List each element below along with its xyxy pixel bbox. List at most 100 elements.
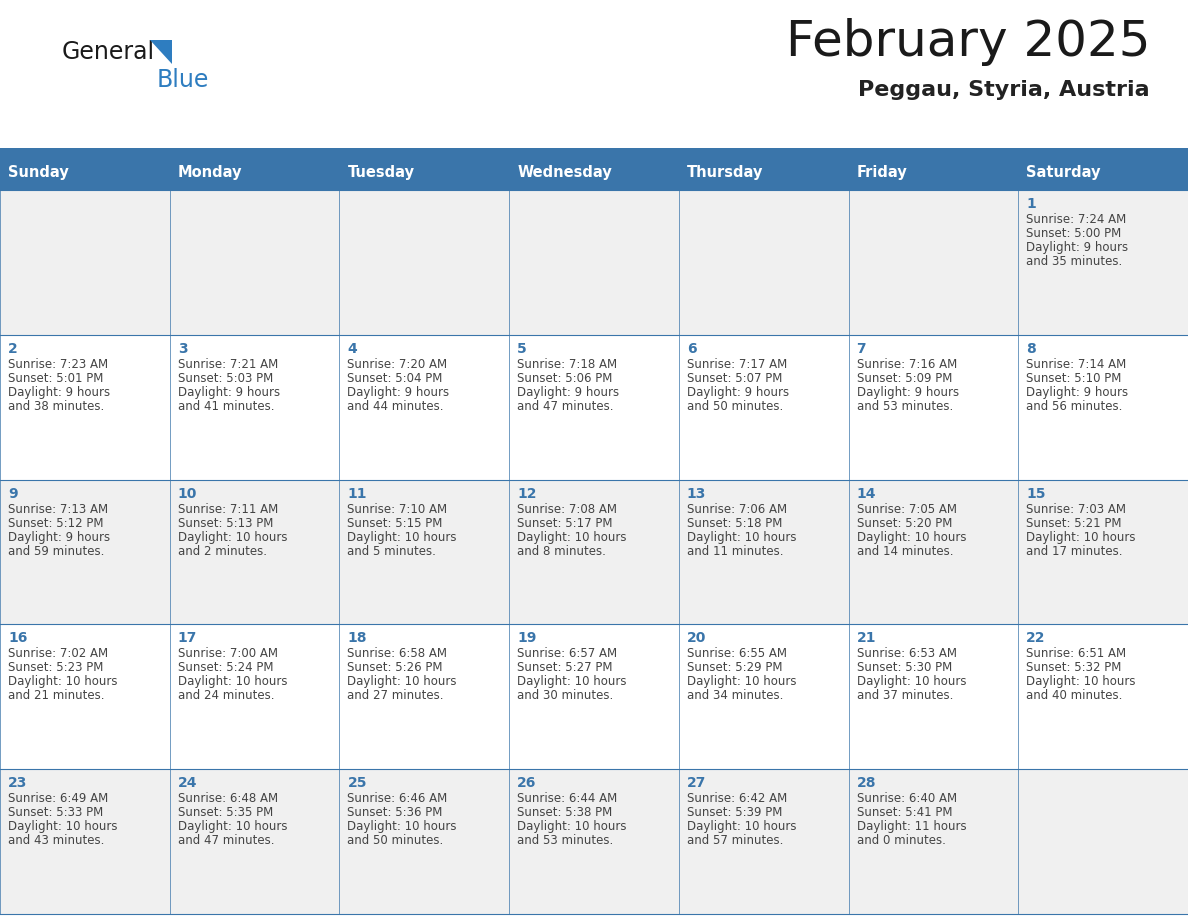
Text: 26: 26	[517, 777, 537, 790]
Text: Sunrise: 7:17 AM: Sunrise: 7:17 AM	[687, 358, 788, 371]
Text: Sunset: 5:27 PM: Sunset: 5:27 PM	[517, 661, 613, 675]
Text: and 0 minutes.: and 0 minutes.	[857, 834, 946, 847]
Text: Sunset: 5:03 PM: Sunset: 5:03 PM	[178, 372, 273, 385]
Text: Sunrise: 6:51 AM: Sunrise: 6:51 AM	[1026, 647, 1126, 660]
Bar	[0, 335, 1188, 479]
Text: Sunset: 5:21 PM: Sunset: 5:21 PM	[1026, 517, 1121, 530]
Text: 14: 14	[857, 487, 876, 500]
Text: Daylight: 9 hours: Daylight: 9 hours	[517, 386, 619, 398]
Text: Daylight: 10 hours: Daylight: 10 hours	[178, 676, 287, 688]
Text: 22: 22	[1026, 632, 1045, 645]
Text: and 47 minutes.: and 47 minutes.	[178, 834, 274, 847]
Text: Daylight: 10 hours: Daylight: 10 hours	[347, 676, 457, 688]
Text: Sunrise: 6:55 AM: Sunrise: 6:55 AM	[687, 647, 786, 660]
Text: Sunset: 5:04 PM: Sunset: 5:04 PM	[347, 372, 443, 385]
Text: Sunset: 5:20 PM: Sunset: 5:20 PM	[857, 517, 952, 530]
Text: 25: 25	[347, 777, 367, 790]
Text: 2: 2	[8, 341, 18, 356]
Text: Daylight: 10 hours: Daylight: 10 hours	[8, 820, 118, 834]
Text: Daylight: 9 hours: Daylight: 9 hours	[347, 386, 449, 398]
Text: Sunday: Sunday	[8, 164, 69, 180]
Text: Friday: Friday	[857, 164, 908, 180]
Text: 21: 21	[857, 632, 876, 645]
Text: and 40 minutes.: and 40 minutes.	[1026, 689, 1123, 702]
Text: and 27 minutes.: and 27 minutes.	[347, 689, 444, 702]
Text: and 2 minutes.: and 2 minutes.	[178, 544, 267, 557]
Text: and 14 minutes.: and 14 minutes.	[857, 544, 953, 557]
Text: Sunset: 5:18 PM: Sunset: 5:18 PM	[687, 517, 782, 530]
Text: Daylight: 10 hours: Daylight: 10 hours	[8, 676, 118, 688]
Text: Daylight: 10 hours: Daylight: 10 hours	[178, 820, 287, 834]
Text: Daylight: 10 hours: Daylight: 10 hours	[517, 531, 626, 543]
Text: and 38 minutes.: and 38 minutes.	[8, 400, 105, 413]
Text: and 53 minutes.: and 53 minutes.	[517, 834, 613, 847]
Text: Sunrise: 6:46 AM: Sunrise: 6:46 AM	[347, 792, 448, 805]
Bar	[0, 479, 1188, 624]
Text: Daylight: 10 hours: Daylight: 10 hours	[347, 820, 457, 834]
Polygon shape	[150, 40, 172, 64]
Text: Sunrise: 6:57 AM: Sunrise: 6:57 AM	[517, 647, 618, 660]
Text: 17: 17	[178, 632, 197, 645]
Text: 5: 5	[517, 341, 527, 356]
Text: 15: 15	[1026, 487, 1045, 500]
Text: Sunset: 5:24 PM: Sunset: 5:24 PM	[178, 661, 273, 675]
Text: 24: 24	[178, 777, 197, 790]
Text: Sunrise: 6:58 AM: Sunrise: 6:58 AM	[347, 647, 448, 660]
Text: Sunrise: 7:05 AM: Sunrise: 7:05 AM	[857, 502, 956, 516]
Text: Sunrise: 6:49 AM: Sunrise: 6:49 AM	[8, 792, 108, 805]
Text: Sunrise: 7:16 AM: Sunrise: 7:16 AM	[857, 358, 956, 371]
Text: Daylight: 10 hours: Daylight: 10 hours	[857, 676, 966, 688]
Text: and 43 minutes.: and 43 minutes.	[8, 834, 105, 847]
Bar	[0, 190, 1188, 335]
Text: Sunset: 5:29 PM: Sunset: 5:29 PM	[687, 661, 783, 675]
Text: and 50 minutes.: and 50 minutes.	[347, 834, 443, 847]
Text: Sunrise: 7:20 AM: Sunrise: 7:20 AM	[347, 358, 448, 371]
Text: and 37 minutes.: and 37 minutes.	[857, 689, 953, 702]
Text: and 24 minutes.: and 24 minutes.	[178, 689, 274, 702]
Text: Sunrise: 7:11 AM: Sunrise: 7:11 AM	[178, 502, 278, 516]
Text: 11: 11	[347, 487, 367, 500]
Text: Sunrise: 7:00 AM: Sunrise: 7:00 AM	[178, 647, 278, 660]
Text: 9: 9	[8, 487, 18, 500]
Text: 6: 6	[687, 341, 696, 356]
Text: Sunrise: 6:42 AM: Sunrise: 6:42 AM	[687, 792, 788, 805]
Text: Sunset: 5:36 PM: Sunset: 5:36 PM	[347, 806, 443, 819]
Text: Sunset: 5:17 PM: Sunset: 5:17 PM	[517, 517, 613, 530]
Text: Wednesday: Wednesday	[517, 164, 612, 180]
Text: Sunset: 5:12 PM: Sunset: 5:12 PM	[8, 517, 103, 530]
Text: Peggau, Styria, Austria: Peggau, Styria, Austria	[859, 80, 1150, 100]
Text: and 11 minutes.: and 11 minutes.	[687, 544, 783, 557]
Text: Daylight: 9 hours: Daylight: 9 hours	[857, 386, 959, 398]
Text: and 47 minutes.: and 47 minutes.	[517, 400, 614, 413]
Text: Sunset: 5:13 PM: Sunset: 5:13 PM	[178, 517, 273, 530]
Text: Sunrise: 6:53 AM: Sunrise: 6:53 AM	[857, 647, 956, 660]
Text: Sunrise: 6:44 AM: Sunrise: 6:44 AM	[517, 792, 618, 805]
Text: February 2025: February 2025	[785, 18, 1150, 66]
Text: Sunrise: 7:24 AM: Sunrise: 7:24 AM	[1026, 213, 1126, 226]
Text: Daylight: 10 hours: Daylight: 10 hours	[1026, 676, 1136, 688]
Text: Daylight: 10 hours: Daylight: 10 hours	[687, 531, 796, 543]
Text: 19: 19	[517, 632, 537, 645]
Text: and 44 minutes.: and 44 minutes.	[347, 400, 444, 413]
Text: Sunset: 5:15 PM: Sunset: 5:15 PM	[347, 517, 443, 530]
Text: Sunset: 5:09 PM: Sunset: 5:09 PM	[857, 372, 952, 385]
Text: Sunset: 5:35 PM: Sunset: 5:35 PM	[178, 806, 273, 819]
Text: Daylight: 10 hours: Daylight: 10 hours	[517, 820, 626, 834]
Text: 27: 27	[687, 777, 706, 790]
Bar	[0, 154, 1188, 190]
Text: and 35 minutes.: and 35 minutes.	[1026, 255, 1123, 268]
Text: Daylight: 10 hours: Daylight: 10 hours	[1026, 531, 1136, 543]
Bar	[0, 148, 1188, 154]
Text: Sunrise: 7:23 AM: Sunrise: 7:23 AM	[8, 358, 108, 371]
Text: Sunset: 5:38 PM: Sunset: 5:38 PM	[517, 806, 612, 819]
Text: Sunrise: 7:13 AM: Sunrise: 7:13 AM	[8, 502, 108, 516]
Text: Daylight: 10 hours: Daylight: 10 hours	[178, 531, 287, 543]
Text: Sunset: 5:26 PM: Sunset: 5:26 PM	[347, 661, 443, 675]
Text: 7: 7	[857, 341, 866, 356]
Text: 12: 12	[517, 487, 537, 500]
Text: 18: 18	[347, 632, 367, 645]
Text: Sunset: 5:39 PM: Sunset: 5:39 PM	[687, 806, 782, 819]
Text: and 17 minutes.: and 17 minutes.	[1026, 544, 1123, 557]
Text: Sunrise: 7:21 AM: Sunrise: 7:21 AM	[178, 358, 278, 371]
Text: 1: 1	[1026, 197, 1036, 211]
